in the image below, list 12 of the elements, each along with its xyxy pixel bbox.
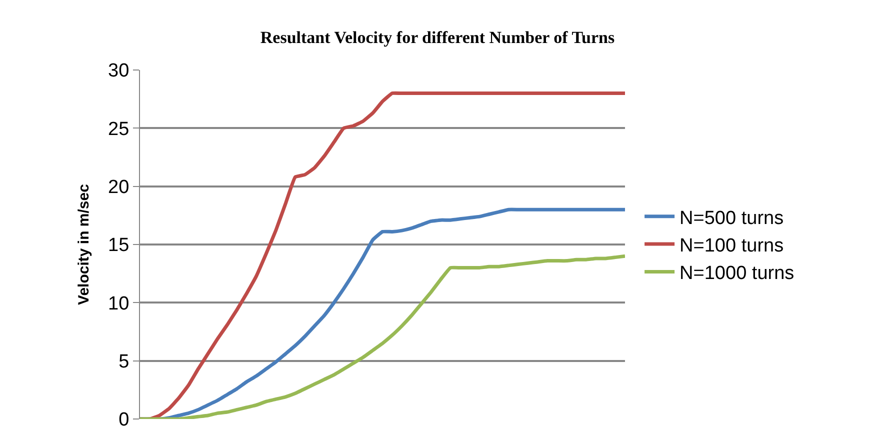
y-tick-label: 10	[108, 293, 130, 314]
y-axis-title: Velocity in m/sec	[75, 184, 92, 305]
y-tick-label: 30	[108, 60, 130, 82]
y-tick-label: 20	[108, 176, 130, 198]
y-tick-label: 25	[108, 118, 130, 140]
y-tick-label: 15	[108, 235, 130, 256]
y-tick-label: 0	[118, 410, 130, 431]
chart-title: Resultant Velocity for different Number of Turns	[260, 28, 615, 47]
legend-label: N=500 turns	[680, 208, 784, 229]
legend-label: N=100 turns	[680, 235, 784, 256]
y-tick-label: 5	[118, 351, 130, 372]
legend-label: N=1000 turns	[680, 263, 794, 284]
